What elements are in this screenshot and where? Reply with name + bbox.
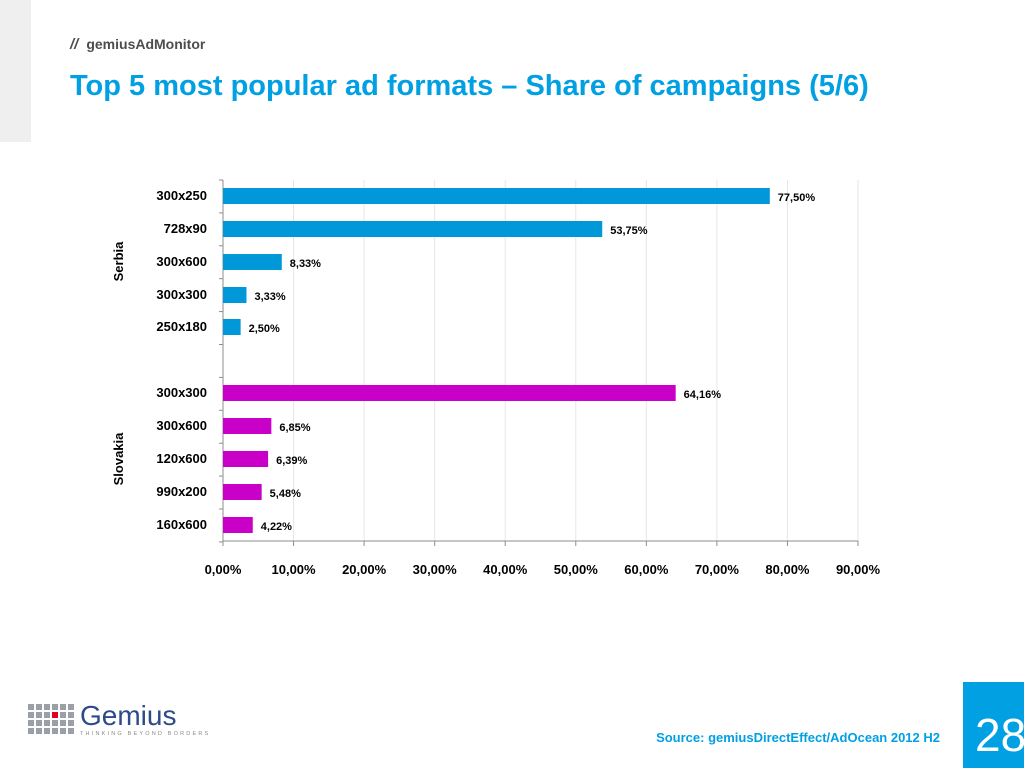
group-label: Slovakia	[111, 432, 126, 486]
data-label: 8,33%	[290, 258, 321, 270]
bar	[223, 484, 262, 500]
category-label: 300x600	[156, 254, 207, 269]
category-label: 160x600	[156, 517, 207, 532]
bar	[223, 418, 272, 434]
category-label: 300x250	[156, 188, 207, 203]
category-label: 300x300	[156, 287, 207, 302]
x-tick-label: 0,00%	[205, 562, 242, 577]
x-tick-label: 30,00%	[413, 562, 458, 577]
bar	[223, 517, 253, 533]
category-label: 250x180	[156, 319, 207, 334]
x-tick-label: 80,00%	[765, 562, 810, 577]
page-number-box: 28	[963, 682, 1024, 768]
bar	[223, 385, 676, 401]
x-tick-label: 50,00%	[554, 562, 599, 577]
x-tick-label: 60,00%	[624, 562, 669, 577]
category-label: 300x600	[156, 418, 207, 433]
page-title: Top 5 most popular ad formats – Share of…	[70, 70, 869, 102]
left-decor-band	[0, 0, 31, 142]
data-label: 5,48%	[270, 488, 301, 500]
bar	[223, 254, 282, 270]
logo-tagline: THINKING BEYOND BORDERS	[80, 731, 211, 737]
group-label: Serbia	[111, 241, 126, 282]
category-label: 120x600	[156, 451, 207, 466]
category-label: 728x90	[164, 221, 207, 236]
source-note: Source: gemiusDirectEffect/AdOcean 2012 …	[656, 730, 940, 745]
bar	[223, 221, 603, 237]
brand-slashes: //	[70, 36, 79, 53]
x-tick-label: 20,00%	[342, 562, 387, 577]
logo-text: Gemius	[80, 700, 177, 731]
brand-name: gemiusAdMonitor	[86, 36, 206, 52]
x-tick-label: 40,00%	[483, 562, 528, 577]
x-tick-label: 90,00%	[836, 562, 881, 577]
data-label: 6,39%	[276, 455, 307, 467]
bar	[223, 319, 241, 335]
data-label: 77,50%	[778, 192, 816, 204]
x-tick-label: 70,00%	[695, 562, 740, 577]
gemius-logo-icon	[28, 704, 74, 734]
category-label: 990x200	[156, 484, 207, 499]
data-label: 53,75%	[610, 225, 648, 237]
data-label: 2,50%	[249, 323, 280, 335]
bar	[223, 451, 269, 467]
page-number: 28	[975, 709, 1024, 761]
data-label: 6,85%	[279, 422, 310, 434]
category-label: 300x300	[156, 385, 207, 400]
bar	[223, 287, 247, 303]
data-label: 3,33%	[254, 291, 285, 303]
data-label: 64,16%	[684, 389, 722, 401]
bar	[223, 188, 770, 204]
bar-chart: 0,00% 10,00% 20,00% 30,00% 40,00% 50,00% 60,00…	[111, 179, 881, 577]
brand-header: // gemiusAdMonitor	[70, 36, 205, 53]
x-tick-label: 10,00%	[272, 562, 317, 577]
data-label: 4,22%	[261, 521, 292, 533]
